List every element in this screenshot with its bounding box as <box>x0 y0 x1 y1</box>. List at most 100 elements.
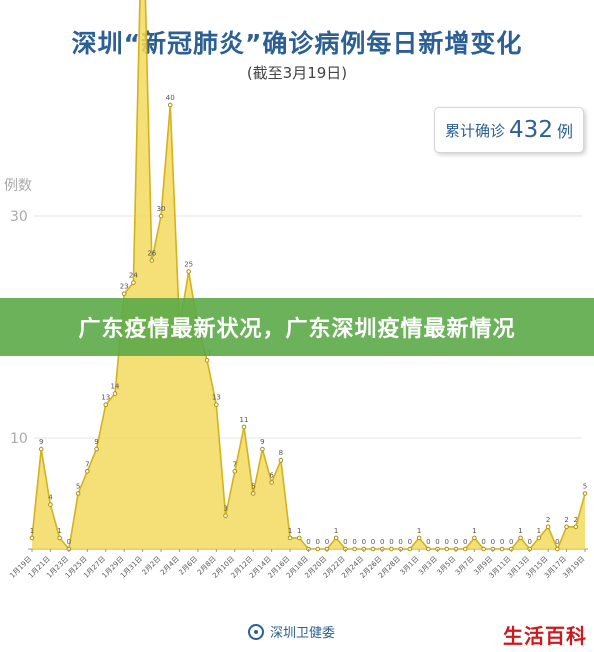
data-label: 1 <box>57 527 61 535</box>
data-point <box>38 446 44 452</box>
data-label: 11 <box>240 416 249 424</box>
data-point <box>48 502 53 507</box>
data-label: 0 <box>445 538 449 546</box>
data-label: 0 <box>315 538 319 546</box>
data-label: 0 <box>343 538 347 546</box>
headline-text[interactable]: 广东疫情最新状况，广东深圳疫情最新情况 <box>78 317 516 342</box>
data-point <box>29 535 35 541</box>
data-label: 2 <box>546 516 550 524</box>
series-area <box>32 0 585 549</box>
data-point <box>407 546 413 552</box>
data-label: 5 <box>251 483 255 491</box>
data-label: 1 <box>518 527 522 535</box>
data-label: 7 <box>85 460 89 468</box>
data-point <box>75 491 81 496</box>
y-tick-label: 50 <box>10 0 28 3</box>
data-point <box>287 535 293 541</box>
data-point <box>131 280 136 285</box>
data-point <box>555 546 560 552</box>
data-point <box>573 524 579 530</box>
x-tick-label: 3月7日 <box>454 555 476 577</box>
data-label: 0 <box>426 538 430 546</box>
data-label: 9 <box>94 438 98 446</box>
data-label: 4 <box>48 494 53 502</box>
x-tick-label: 2月4日 <box>159 555 181 577</box>
data-label: 1 <box>417 527 421 535</box>
data-label: 0 <box>67 538 71 546</box>
data-point <box>103 402 109 408</box>
data-label: 9 <box>39 438 43 446</box>
x-tick-label: 2月6日 <box>177 555 199 577</box>
data-point <box>167 102 173 108</box>
data-point <box>241 424 247 430</box>
data-point <box>315 546 321 552</box>
data-label: 1 <box>30 527 34 535</box>
data-point <box>416 535 422 541</box>
data-label: 24 <box>129 272 138 280</box>
x-tick-label: 3月5日 <box>436 555 458 577</box>
data-label: 13 <box>212 394 221 402</box>
data-point <box>536 535 542 541</box>
shield-seal-icon <box>248 623 264 640</box>
data-point <box>426 546 431 552</box>
data-point <box>582 491 588 496</box>
data-label: 0 <box>454 538 458 546</box>
data-label: 0 <box>398 538 402 546</box>
data-label: 0 <box>435 538 439 546</box>
data-point <box>121 291 127 297</box>
x-tick-label: 3月1日 <box>399 555 421 577</box>
data-label: 26 <box>147 249 156 257</box>
data-label: 0 <box>380 538 384 546</box>
data-point <box>250 491 256 496</box>
headline-banner[interactable]: 广东疫情最新状况，广东深圳疫情最新情况 <box>0 298 594 356</box>
data-point <box>481 546 486 552</box>
data-label: 23 <box>120 283 129 291</box>
data-point <box>112 391 118 396</box>
data-point <box>204 358 210 363</box>
data-label: 25 <box>184 261 193 269</box>
data-label: 40 <box>166 94 175 102</box>
data-label: 0 <box>408 538 412 546</box>
data-label: 0 <box>509 538 513 546</box>
data-point <box>352 546 357 552</box>
y-axis-label: 例数 <box>4 178 32 194</box>
data-label: 1 <box>334 527 338 535</box>
data-point <box>57 535 62 541</box>
data-point <box>389 546 394 552</box>
source-credit: 深圳卫健委 <box>248 622 335 641</box>
data-label: 0 <box>389 538 393 546</box>
y-tick-label: 30 <box>10 209 28 225</box>
data-point <box>545 524 551 530</box>
data-point <box>158 213 164 219</box>
data-point <box>94 446 99 452</box>
data-label: 0 <box>371 538 375 546</box>
data-label: 5 <box>583 483 587 491</box>
data-point <box>85 469 90 474</box>
data-point <box>444 546 450 552</box>
total-cases-label: 累计确诊 <box>445 121 506 140</box>
data-point <box>278 457 284 463</box>
data-label: 5 <box>76 483 80 491</box>
data-label: 2 <box>574 516 578 524</box>
data-point <box>462 546 468 552</box>
data-label: 7 <box>233 460 237 468</box>
data-label: 13 <box>101 394 110 402</box>
chart-subtitle: (截至3月19日) <box>246 64 348 82</box>
data-label: 9 <box>260 438 264 446</box>
data-point <box>232 469 238 474</box>
data-label: 0 <box>481 538 485 546</box>
data-label: 1 <box>537 527 541 535</box>
data-label: 2 <box>564 516 568 524</box>
x-tick-label: 2月2日 <box>141 555 163 577</box>
data-label: 0 <box>362 538 366 546</box>
data-point <box>149 258 155 263</box>
data-label: 30 <box>157 205 166 213</box>
total-cases-value: 432 <box>509 117 553 143</box>
data-label: 1 <box>472 527 476 535</box>
data-point <box>499 546 505 552</box>
source-text: 深圳卫健委 <box>270 626 336 641</box>
data-point <box>269 480 274 485</box>
total-cases-box: 累计确诊 432 例 <box>434 107 584 153</box>
total-cases-unit: 例 <box>556 122 573 141</box>
data-point <box>296 535 302 541</box>
